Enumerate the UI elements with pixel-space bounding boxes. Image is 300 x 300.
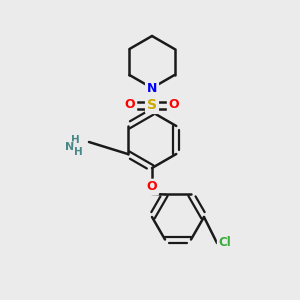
Text: O: O bbox=[147, 181, 157, 194]
Text: Cl: Cl bbox=[219, 236, 231, 250]
Text: N: N bbox=[147, 82, 157, 94]
Text: O: O bbox=[125, 98, 135, 112]
Text: N: N bbox=[65, 142, 75, 152]
Text: H: H bbox=[74, 147, 82, 157]
Text: O: O bbox=[169, 98, 179, 112]
Text: S: S bbox=[147, 98, 157, 112]
Text: H: H bbox=[70, 135, 80, 145]
